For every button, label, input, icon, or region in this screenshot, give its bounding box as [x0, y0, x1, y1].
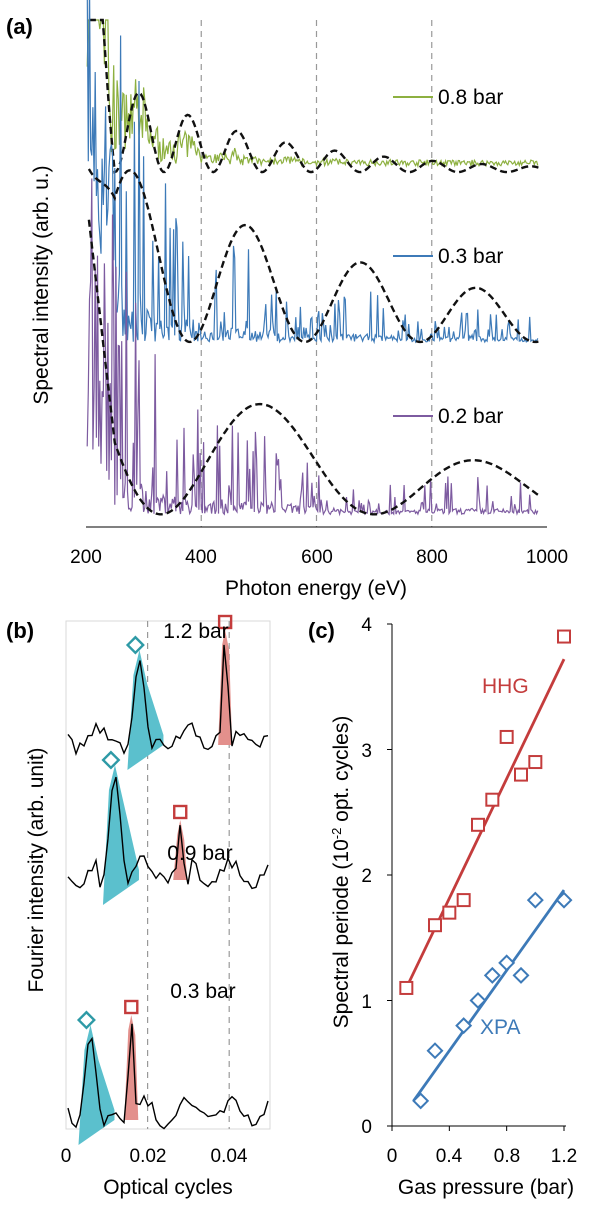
- b-y-axis-label: Fourier intensity (arb. unit): [25, 747, 48, 992]
- c-hhg-point: [471, 817, 485, 832]
- panel-b-traces: [67, 614, 269, 1145]
- c-hhg-point: [442, 905, 457, 920]
- b-hhg-square-marker: [173, 804, 188, 820]
- c-fit-line: [412, 889, 566, 1102]
- panel-c-marks: [399, 629, 573, 1110]
- b-x-axis-label: Optical cycles: [103, 1176, 233, 1199]
- a-tick-label: 200: [70, 547, 102, 568]
- b-xpa-diamond-marker: [101, 750, 121, 770]
- c-hhg-point: [399, 980, 414, 995]
- b-trace-label: 1.2 bar: [163, 620, 228, 643]
- b-hhg-square-marker: [217, 614, 233, 630]
- c-hhg-point: [528, 755, 543, 770]
- c-y-tick-label: 3: [361, 741, 372, 762]
- b-tick-label: 0.02: [130, 1146, 167, 1167]
- panel-a: (a) 200 400 600 800 1000 Photon energy (…: [6, 0, 568, 600]
- c-y-label-sup: -2: [329, 828, 344, 840]
- a-spectrum-trace: [86, 0, 539, 345]
- c-x-tick-label: 0.8: [494, 1146, 520, 1167]
- b-fourier-trace: [67, 644, 269, 757]
- c-series-label-xpa: XPA: [480, 1016, 520, 1039]
- c-hhg-point: [514, 767, 528, 782]
- c-hhg-point: [456, 893, 471, 908]
- c-xpa-point: [526, 891, 544, 909]
- a-legend-label: 0.3 bar: [438, 245, 503, 268]
- c-xpa-point: [555, 891, 573, 909]
- panel-a-traces: [86, 0, 540, 517]
- b-fourier-trace: [67, 1023, 269, 1130]
- c-xpa-point: [412, 1092, 430, 1110]
- a-tick-label: 400: [185, 547, 217, 568]
- c-y-tick-label: 4: [361, 615, 372, 636]
- a-envelope-trace: [87, 219, 540, 516]
- c-hhg-point: [485, 792, 500, 807]
- a-legend-label: 0.2 bar: [438, 405, 503, 428]
- c-hhg-point: [428, 918, 442, 933]
- c-x-tick-label: 1.2: [551, 1146, 577, 1167]
- a-envelope-trace: [87, 168, 539, 344]
- a-y-axis-label: Spectral intensity (arb. u.): [30, 165, 53, 404]
- b-trace-label: 0.9 bar: [167, 842, 232, 865]
- a-tick-label: 1000: [526, 547, 568, 568]
- c-x-axis-label: Gas pressure (bar): [398, 1176, 574, 1199]
- panel-a-label: (a): [6, 14, 33, 39]
- a-envelope-trace: [88, 18, 539, 174]
- panel-b: (b) 1.2 bar 0.9 bar 0.3 bar 0 0.02 0.04 …: [6, 614, 271, 1199]
- a-spectrum-trace: [86, 19, 539, 169]
- c-xpa-point: [469, 992, 487, 1009]
- a-x-axis-label: Photon energy (eV): [225, 577, 407, 600]
- panel-c: (c) 0 1 2 3 4 0 0.4 0.8 1.2 Gas pressure…: [308, 615, 577, 1199]
- b-hhg-peak-fill: [124, 1015, 139, 1120]
- c-y-tick-label: 1: [361, 992, 372, 1013]
- c-y-tick-label: 2: [361, 866, 372, 887]
- b-xpa-diamond-marker: [125, 635, 145, 655]
- c-y-axis-label: Spectral periode (10-2 opt. cycles): [329, 716, 354, 1029]
- a-legend-label: 0.8 bar: [438, 86, 503, 109]
- b-tick-label: 0: [61, 1146, 72, 1167]
- a-legend: 0.8 bar 0.3 bar 0.2 bar: [393, 86, 503, 428]
- a-tick-label: 800: [416, 547, 448, 568]
- c-x-tick-label: 0: [387, 1146, 398, 1167]
- c-xpa-point: [512, 966, 530, 984]
- c-xpa-point: [498, 954, 516, 972]
- b-hhg-peak-fill: [218, 630, 233, 745]
- c-y-tick-label: 0: [361, 1117, 372, 1138]
- panel-b-label: (b): [6, 618, 34, 643]
- c-xpa-point: [483, 966, 501, 984]
- c-xpa-point: [426, 1042, 444, 1060]
- panel-a-x-ticks: 200 400 600 800 1000: [70, 547, 568, 568]
- b-fourier-trace: [67, 776, 269, 890]
- a-tick-label: 600: [301, 547, 333, 568]
- c-y-label-prefix: Spectral periode (10: [330, 839, 353, 1028]
- b-xpa-diamond-marker: [76, 1010, 96, 1030]
- c-x-tick-label: 0.4: [436, 1146, 463, 1167]
- b-xpa-peak-fill: [102, 765, 139, 905]
- c-series-label-hhg: HHG: [482, 675, 529, 698]
- c-hhg-point: [499, 729, 514, 744]
- c-y-label-suffix: opt. cycles): [330, 716, 353, 828]
- panel-c-ticks: [387, 623, 565, 1131]
- a-spectrum-trace: [86, 178, 539, 517]
- panel-b-gridlines: [147, 621, 230, 1129]
- b-hhg-square-marker: [124, 999, 139, 1015]
- b-trace-label: 0.3 bar: [170, 980, 235, 1003]
- panel-b-frame: [65, 620, 271, 1130]
- c-fit-line: [405, 658, 566, 989]
- c-xpa-point: [455, 1017, 473, 1035]
- panel-c-label: (c): [308, 618, 335, 643]
- c-hhg-point: [557, 629, 571, 644]
- b-tick-label: 0.04: [211, 1146, 248, 1167]
- panel-a-gridlines: [200, 20, 433, 527]
- b-xpa-peak-fill: [127, 650, 164, 770]
